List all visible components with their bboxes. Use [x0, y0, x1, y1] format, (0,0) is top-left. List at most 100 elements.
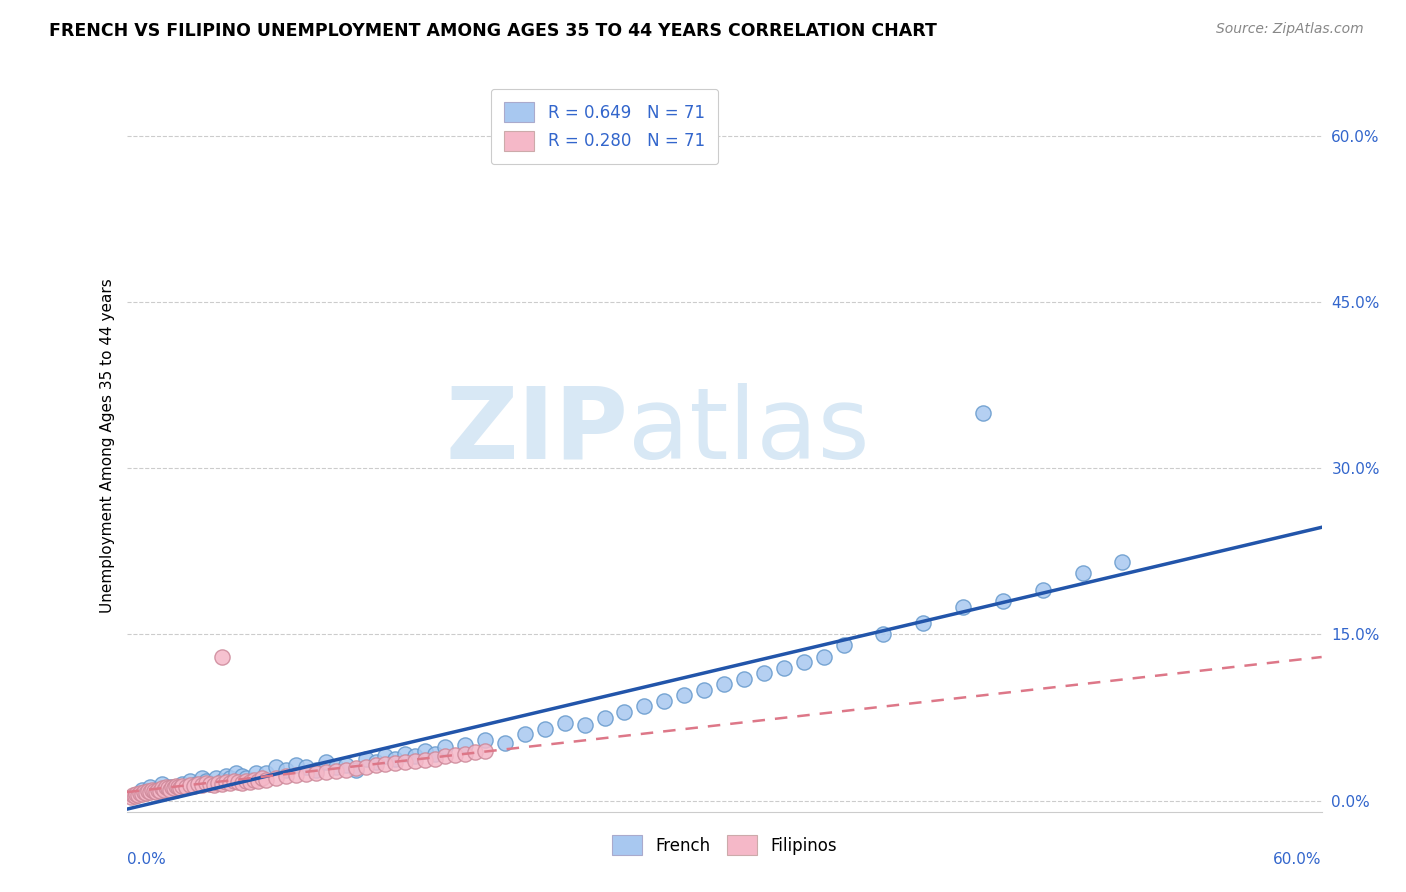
Point — [554, 716, 576, 731]
Point — [264, 760, 287, 774]
Point — [325, 764, 347, 778]
Point — [226, 774, 249, 789]
Point — [593, 710, 616, 724]
Point — [793, 655, 815, 669]
Point — [120, 790, 142, 805]
Point — [131, 782, 153, 797]
Point — [143, 783, 166, 797]
Point — [191, 772, 214, 786]
Point — [167, 780, 190, 795]
Point — [693, 682, 716, 697]
Point — [652, 694, 675, 708]
Point — [354, 760, 377, 774]
Point — [187, 777, 209, 791]
Point — [150, 777, 174, 791]
Point — [413, 753, 436, 767]
Point — [513, 727, 536, 741]
Point — [145, 782, 167, 797]
Point — [139, 780, 162, 795]
Text: 60.0%: 60.0% — [1274, 852, 1322, 867]
Point — [186, 777, 208, 791]
Point — [202, 778, 225, 792]
Point — [239, 774, 262, 789]
Point — [494, 736, 516, 750]
Point — [165, 782, 187, 797]
Point — [215, 769, 238, 783]
Point — [149, 783, 172, 797]
Point — [713, 677, 735, 691]
Point — [179, 773, 201, 788]
Point — [354, 751, 377, 765]
Point — [574, 718, 596, 732]
Point — [207, 776, 229, 790]
Point — [474, 744, 496, 758]
Point — [1032, 583, 1054, 598]
Point — [231, 776, 253, 790]
Point — [195, 776, 218, 790]
Text: 0.0%: 0.0% — [127, 852, 166, 867]
Point — [254, 772, 277, 787]
Point — [274, 769, 297, 783]
Point — [157, 781, 180, 796]
Point — [235, 772, 257, 786]
Point — [165, 779, 187, 793]
Point — [163, 781, 186, 796]
Point — [305, 766, 328, 780]
Point — [335, 763, 357, 777]
Point — [153, 782, 176, 797]
Point — [325, 760, 347, 774]
Point — [124, 789, 146, 804]
Point — [434, 749, 457, 764]
Point — [394, 747, 416, 761]
Point — [315, 764, 337, 779]
Point — [215, 774, 238, 789]
Point — [211, 773, 233, 788]
Point — [174, 780, 197, 795]
Point — [284, 758, 307, 772]
Point — [205, 772, 228, 786]
Point — [952, 599, 974, 614]
Point — [305, 763, 328, 777]
Point — [125, 788, 148, 802]
Point — [134, 785, 156, 799]
Point — [225, 766, 247, 780]
Y-axis label: Unemployment Among Ages 35 to 44 years: Unemployment Among Ages 35 to 44 years — [100, 278, 115, 614]
Point — [315, 755, 337, 769]
Point — [162, 780, 184, 795]
Point — [159, 780, 181, 795]
Point — [254, 766, 277, 780]
Point — [384, 756, 406, 770]
Point — [752, 666, 775, 681]
Point — [135, 786, 157, 800]
Point — [191, 778, 214, 792]
Point — [294, 760, 316, 774]
Point — [733, 672, 755, 686]
Point — [222, 773, 246, 788]
Point — [274, 763, 297, 777]
Point — [200, 777, 222, 791]
Point — [231, 769, 253, 783]
Point — [912, 616, 935, 631]
Point — [294, 767, 316, 781]
Point — [125, 787, 148, 801]
Point — [169, 781, 191, 796]
Point — [454, 747, 477, 761]
Point — [179, 778, 201, 792]
Point — [148, 782, 170, 797]
Point — [832, 639, 855, 653]
Point — [155, 780, 177, 795]
Point — [1071, 566, 1094, 581]
Point — [673, 689, 696, 703]
Point — [394, 755, 416, 769]
Point — [264, 772, 287, 786]
Point — [211, 649, 233, 664]
Point — [200, 777, 222, 791]
Point — [159, 782, 181, 797]
Point — [183, 779, 205, 793]
Point — [404, 754, 426, 768]
Point — [374, 749, 396, 764]
Point — [425, 747, 447, 761]
Point — [1111, 555, 1133, 569]
Point — [533, 722, 555, 736]
Point — [344, 763, 367, 777]
